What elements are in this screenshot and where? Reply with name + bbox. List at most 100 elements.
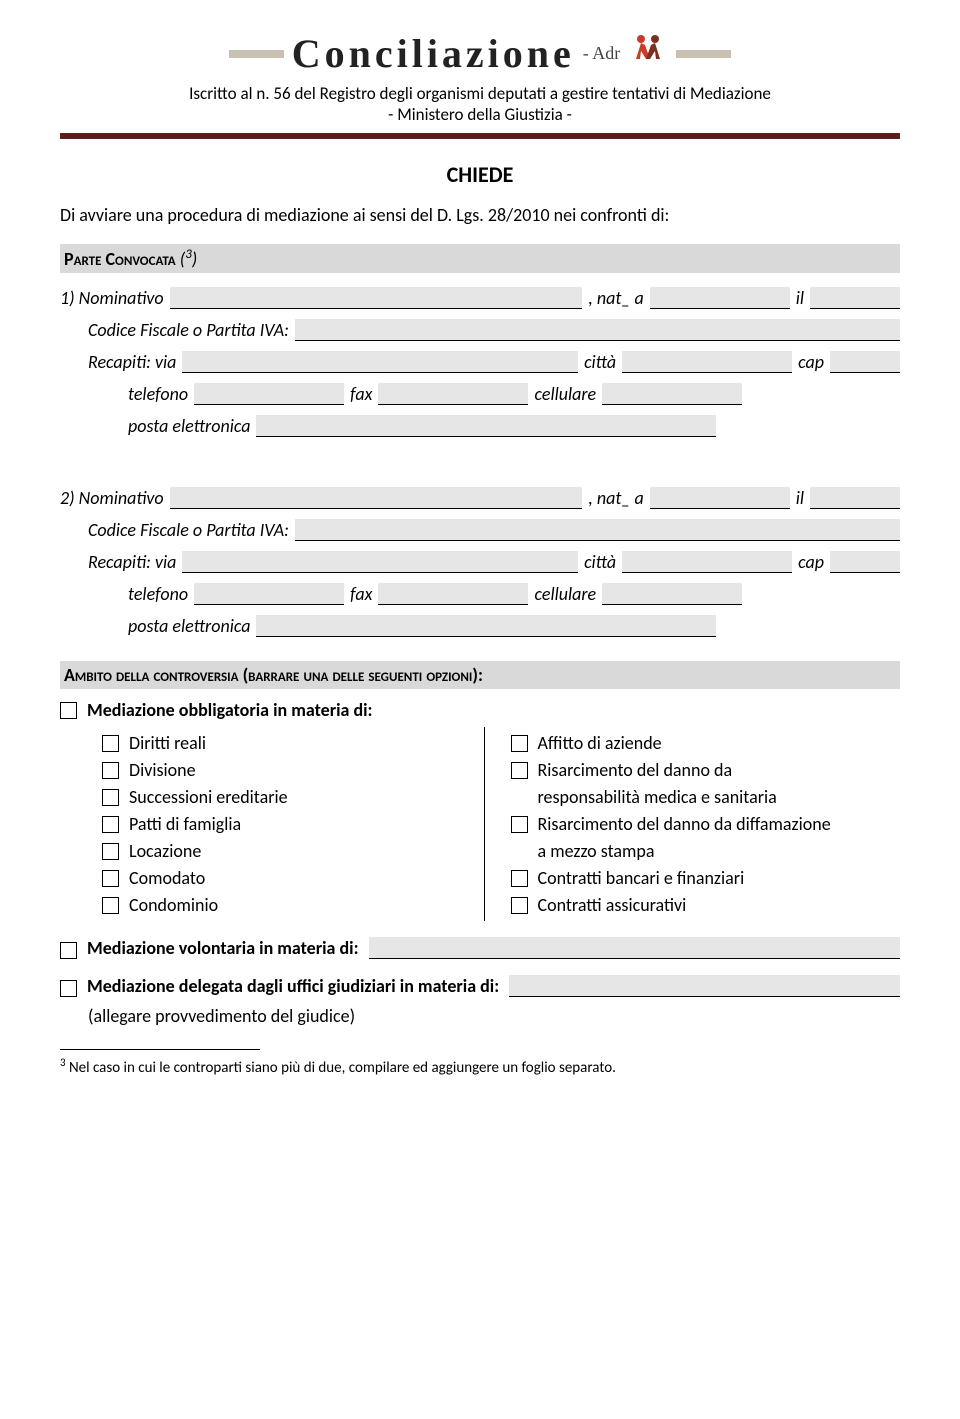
checkbox-option[interactable]	[102, 870, 119, 887]
option-row: Affitto di aziende	[511, 732, 883, 754]
field-telefono-2[interactable]	[194, 583, 344, 605]
field-cap-1[interactable]	[830, 351, 900, 373]
tel1-row: telefono fax cellulare	[60, 383, 900, 405]
field-posta-2[interactable]	[256, 615, 716, 637]
label-nominativo1: 1) Nominativo	[60, 287, 164, 309]
nominativo2-row: 2) Nominativo , nat_ a il	[60, 487, 900, 509]
field-fax-2[interactable]	[378, 583, 528, 605]
field-nat-a-1[interactable]	[650, 287, 790, 309]
checkbox-option[interactable]	[511, 762, 528, 779]
label-nominativo2: 2) Nominativo	[60, 487, 164, 509]
checkbox-option[interactable]	[511, 816, 528, 833]
field-via-2[interactable]	[182, 551, 578, 573]
email2-row: posta elettronica	[60, 615, 900, 637]
cf2-row: Codice Fiscale o Partita IVA:	[60, 519, 900, 541]
option-row: Risarcimento del danno da diffamazione	[511, 813, 883, 835]
field-mediazione-volontaria[interactable]	[369, 937, 900, 959]
option-label: Condominio	[129, 894, 218, 916]
option-row: responsabilità medica e sanitaria	[511, 786, 883, 808]
checkbox-option[interactable]	[102, 843, 119, 860]
checkbox-option[interactable]	[102, 789, 119, 806]
label-recapiti-2: Recapiti: via	[88, 551, 176, 573]
checkbox-option[interactable]	[511, 897, 528, 914]
label-cap-1: cap	[798, 351, 824, 373]
field-cellulare-1[interactable]	[602, 383, 742, 405]
label-citta-1: città	[584, 351, 616, 373]
field-posta-1[interactable]	[256, 415, 716, 437]
section-heading: Parte Convocata	[64, 248, 176, 270]
field-nat-a-2[interactable]	[650, 487, 790, 509]
field-nominativo1[interactable]	[170, 287, 583, 309]
label-nat-a-2: , nat_ a	[588, 487, 643, 509]
option-label: Risarcimento del danno da	[538, 759, 733, 781]
footnote-rule	[60, 1049, 260, 1050]
field-cf-1[interactable]	[295, 319, 900, 341]
field-il-1[interactable]	[810, 287, 900, 309]
field-nominativo2[interactable]	[170, 487, 583, 509]
option-row: Divisione	[102, 759, 474, 781]
option-label: Patti di famiglia	[129, 813, 241, 835]
tel2-row: telefono fax cellulare	[60, 583, 900, 605]
field-cap-2[interactable]	[830, 551, 900, 573]
label-telefono-2: telefono	[128, 583, 188, 605]
label-fax-1: fax	[350, 383, 372, 405]
label-il-2: il	[796, 487, 804, 509]
field-cf-2[interactable]	[295, 519, 900, 541]
field-citta-2[interactable]	[622, 551, 792, 573]
field-il-2[interactable]	[810, 487, 900, 509]
label-posta-1: posta elettronica	[128, 415, 250, 437]
field-telefono-1[interactable]	[194, 383, 344, 405]
label-posta-2: posta elettronica	[128, 615, 250, 637]
label-cap-2: cap	[798, 551, 824, 573]
label-cellulare-2: cellulare	[534, 583, 596, 605]
recapiti2-row: Recapiti: via città cap	[60, 551, 900, 573]
section-ambito: Ambito della controversia (barrare una d…	[60, 661, 900, 689]
checkbox-mediazione-obbligatoria[interactable]	[60, 702, 77, 719]
label-mediazione-volontaria: Mediazione volontaria in materia di:	[87, 937, 359, 959]
footnote: 3 Nel caso in cui le controparti siano p…	[60, 1056, 900, 1077]
logo-bar-left	[229, 50, 284, 58]
field-via-1[interactable]	[182, 351, 578, 373]
option-row: Contratti bancari e finanziari	[511, 867, 883, 889]
checkbox-option[interactable]	[511, 870, 528, 887]
option-label: Contratti assicurativi	[538, 894, 687, 916]
option-label: a mezzo stampa	[538, 840, 655, 862]
option-label: Diritti reali	[129, 732, 206, 754]
option-label: Divisione	[129, 759, 196, 781]
checkbox-mediazione-delegata[interactable]	[60, 980, 77, 997]
page-title: CHIEDE	[60, 161, 900, 188]
option-label: Locazione	[129, 840, 201, 862]
option-label: Contratti bancari e finanziari	[538, 867, 745, 889]
logo-text-sub: - Adr	[583, 43, 621, 64]
logo-text-main: Conciliazione	[292, 30, 575, 77]
field-mediazione-delegata[interactable]	[509, 975, 900, 997]
mediazione-obbligatoria-row: Mediazione obbligatoria in materia di:	[60, 699, 900, 721]
cf1-row: Codice Fiscale o Partita IVA:	[60, 319, 900, 341]
section-parte-convocata: Parte Convocata (3)	[60, 244, 900, 273]
recapiti1-row: Recapiti: via città cap	[60, 351, 900, 373]
options-col-left: Diritti reali Divisione Successioni eredit…	[60, 727, 485, 921]
email1-row: posta elettronica	[60, 415, 900, 437]
option-row: Successioni ereditarie	[102, 786, 474, 808]
people-icon	[628, 31, 668, 76]
intro-text: Di avviare una procedura di mediazione a…	[60, 204, 900, 226]
label-mediazione-delegata: Mediazione delegata dagli uffici giudizi…	[87, 975, 499, 997]
registration-line-2: - Ministero della Giustizia -	[60, 104, 900, 125]
option-row: Contratti assicurativi	[511, 894, 883, 916]
registration-line-1: Iscritto al n. 56 del Registro degli org…	[60, 83, 900, 104]
field-citta-1[interactable]	[622, 351, 792, 373]
mediazione-delegata-row: Mediazione delegata dagli uffici giudizi…	[60, 975, 900, 997]
option-row: Comodato	[102, 867, 474, 889]
checkbox-option[interactable]	[102, 735, 119, 752]
checkbox-option[interactable]	[102, 897, 119, 914]
label-citta-2: città	[584, 551, 616, 573]
allegare-note: (allegare provvedimento del giudice)	[60, 1005, 900, 1027]
checkbox-option[interactable]	[511, 735, 528, 752]
checkbox-mediazione-volontaria[interactable]	[60, 942, 77, 959]
checkbox-option[interactable]	[102, 816, 119, 833]
field-cellulare-2[interactable]	[602, 583, 742, 605]
checkbox-option[interactable]	[102, 762, 119, 779]
label-telefono-1: telefono	[128, 383, 188, 405]
field-fax-1[interactable]	[378, 383, 528, 405]
options-columns: Diritti reali Divisione Successioni eredit…	[60, 727, 900, 921]
